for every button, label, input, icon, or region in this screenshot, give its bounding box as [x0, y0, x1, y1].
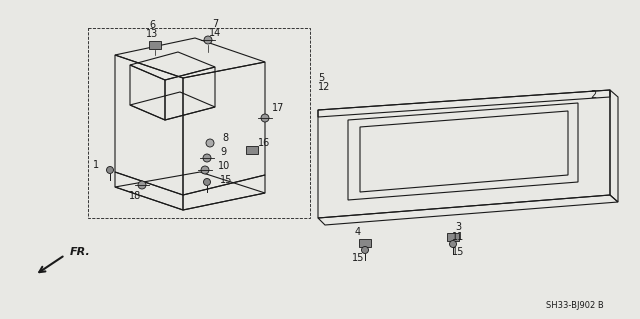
- Text: SH33-BJ902 B: SH33-BJ902 B: [546, 300, 604, 309]
- Text: 11: 11: [452, 232, 464, 242]
- Polygon shape: [246, 146, 258, 154]
- Text: 2: 2: [590, 90, 596, 100]
- Text: 9: 9: [220, 147, 226, 157]
- Text: FR.: FR.: [70, 247, 91, 257]
- Text: 4: 4: [355, 227, 361, 237]
- Text: 8: 8: [222, 133, 228, 143]
- Circle shape: [203, 154, 211, 162]
- Circle shape: [204, 36, 212, 44]
- Text: 6: 6: [149, 20, 155, 30]
- Circle shape: [201, 166, 209, 174]
- Text: 10: 10: [218, 161, 230, 171]
- Text: 14: 14: [209, 28, 221, 38]
- Text: 5: 5: [318, 73, 324, 83]
- Text: 7: 7: [212, 19, 218, 29]
- Text: 15: 15: [220, 175, 232, 185]
- Text: 13: 13: [146, 29, 158, 39]
- Polygon shape: [447, 233, 459, 241]
- Circle shape: [204, 179, 211, 186]
- Polygon shape: [359, 239, 371, 247]
- Polygon shape: [149, 41, 161, 49]
- Circle shape: [206, 139, 214, 147]
- Text: 15: 15: [452, 247, 464, 257]
- Text: 1: 1: [93, 160, 99, 170]
- Text: 18: 18: [129, 191, 141, 201]
- Text: 16: 16: [258, 138, 270, 148]
- Circle shape: [261, 114, 269, 122]
- Text: 17: 17: [272, 103, 284, 113]
- Text: 12: 12: [318, 82, 330, 92]
- Text: 15: 15: [352, 253, 364, 263]
- Circle shape: [138, 181, 146, 189]
- Circle shape: [106, 167, 113, 174]
- Text: 3: 3: [455, 222, 461, 232]
- Circle shape: [362, 247, 369, 254]
- Circle shape: [449, 241, 456, 248]
